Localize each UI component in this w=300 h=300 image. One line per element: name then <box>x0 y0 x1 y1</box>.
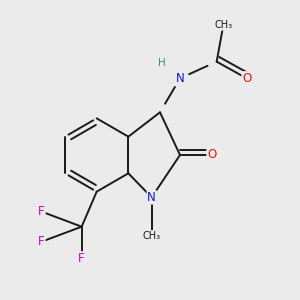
Text: N: N <box>147 191 156 204</box>
Text: F: F <box>78 252 85 265</box>
Text: CH₃: CH₃ <box>214 20 232 30</box>
Text: H: H <box>158 58 166 68</box>
Text: F: F <box>38 235 45 248</box>
Text: CH₃: CH₃ <box>142 231 161 241</box>
Text: F: F <box>38 205 45 218</box>
Text: N: N <box>176 72 184 85</box>
Text: O: O <box>242 72 251 85</box>
Text: O: O <box>207 148 216 161</box>
